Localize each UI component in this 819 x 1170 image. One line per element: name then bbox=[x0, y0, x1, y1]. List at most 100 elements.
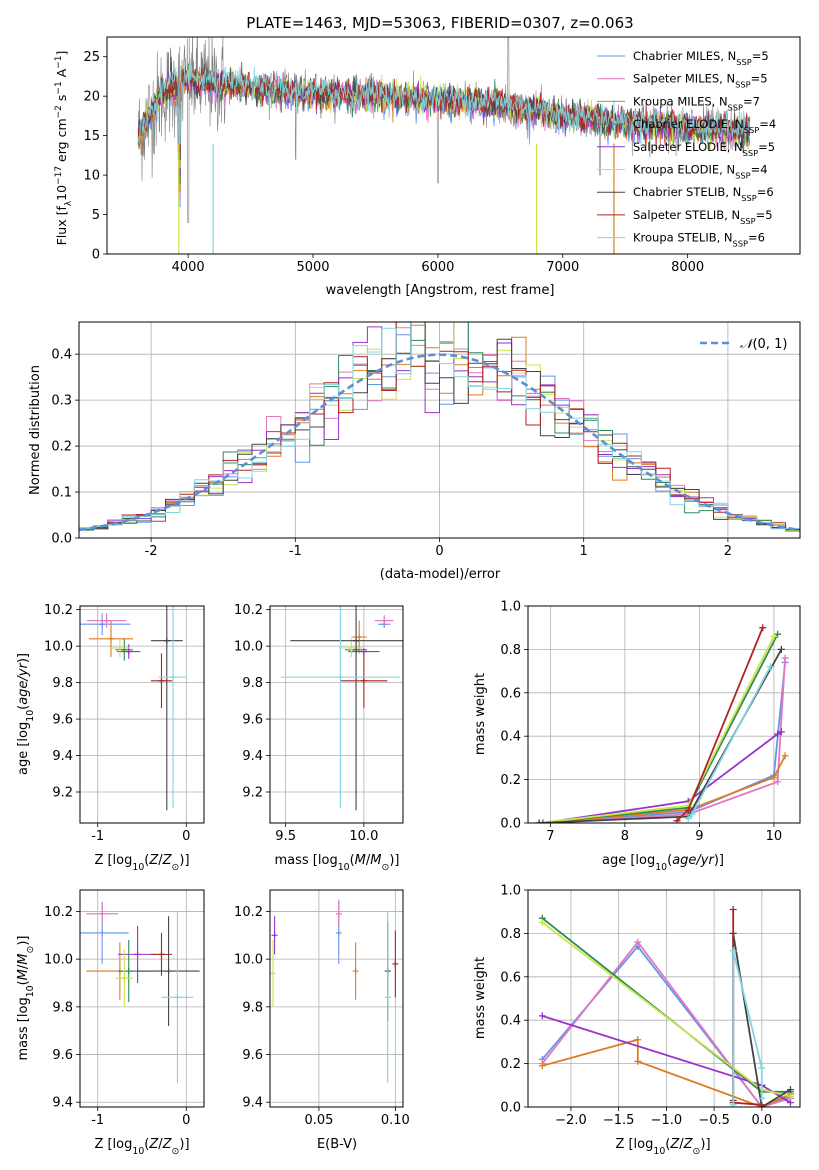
legend-label: Chabrier STELIB, NSSP=6 bbox=[633, 185, 774, 203]
y-tick-label: 10.0 bbox=[44, 953, 73, 968]
mass-weight-line bbox=[541, 940, 791, 1107]
y-tick-label: 0.0 bbox=[51, 532, 72, 547]
x-tick-label: −1.0 bbox=[651, 1113, 683, 1128]
data-point-marker bbox=[758, 1094, 766, 1102]
y-tick-label: 10.2 bbox=[44, 905, 73, 920]
data-point-marker bbox=[729, 947, 737, 955]
axes-frame bbox=[527, 889, 801, 1108]
x-tick-label: 0 bbox=[182, 829, 190, 844]
legend-label: Salpeter ELODIE, NSSP=5 bbox=[633, 140, 775, 158]
model-spectrum-line bbox=[137, 65, 751, 168]
y-tick-label: 9.6 bbox=[52, 713, 73, 728]
x-tick-label: 2 bbox=[724, 544, 732, 559]
axes-frame bbox=[79, 605, 205, 824]
massweight-vs-age-ylabel: mass weight bbox=[473, 673, 488, 755]
x-tick-label: 0 bbox=[435, 544, 443, 559]
y-tick-label: 9.8 bbox=[52, 1000, 73, 1015]
residual-histogram bbox=[79, 322, 800, 530]
legend-label: Salpeter STELIB, NSSP=5 bbox=[633, 208, 773, 226]
massweight-vs-Z-panel: −2.0 −1.5 −1.0 −0.5 0.0 0.0 0.2 0.4 0.6 0.8 1.0 bbox=[500, 884, 801, 1128]
data-point-marker bbox=[786, 1092, 794, 1100]
data-point-marker bbox=[392, 960, 399, 967]
data-point-marker bbox=[786, 1086, 794, 1094]
data-point-marker bbox=[758, 1101, 766, 1107]
y-tick-label: 10 bbox=[83, 169, 100, 184]
legend-label: Salpeter MILES, NSSP=5 bbox=[633, 72, 768, 90]
y-tick-label: 10.2 bbox=[234, 905, 263, 920]
data-point-marker bbox=[121, 975, 128, 982]
normal-reference-curve bbox=[79, 353, 800, 532]
y-tick-label: 9.2 bbox=[242, 786, 263, 801]
y-tick-label: 0 bbox=[92, 248, 100, 263]
y-tick-label: 0.3 bbox=[51, 394, 72, 409]
axes-frame bbox=[269, 889, 404, 1108]
x-tick-label: 1 bbox=[580, 544, 588, 559]
x-tick-label: 7 bbox=[546, 829, 554, 844]
x-tick-label: -1 bbox=[289, 544, 302, 559]
y-tick-label: 9.4 bbox=[242, 1096, 263, 1111]
y-tick-label: 9.6 bbox=[242, 713, 263, 728]
massweight-vs-Z-ylabel: mass weight bbox=[473, 957, 488, 1039]
x-tick-label: −2.0 bbox=[555, 1113, 587, 1128]
y-tick-label: 0.2 bbox=[500, 773, 521, 788]
legend-label: Chabrier MILES, NSSP=5 bbox=[633, 49, 769, 67]
y-tick-label: 9.4 bbox=[52, 749, 73, 764]
x-tick-label: 6000 bbox=[421, 260, 454, 275]
data-point-marker bbox=[103, 617, 110, 624]
data-point-marker bbox=[352, 968, 359, 975]
y-tick-label: 10.2 bbox=[44, 603, 73, 618]
residuals-xlabel: (data-model)/error bbox=[380, 567, 501, 582]
age-vs-mass-xlabel: mass [log10(M/M⊙)] bbox=[275, 853, 400, 873]
age-vs-Z-panel: -1 0 9.2 9.4 9.6 9.8 10.0 10.2 bbox=[44, 603, 205, 844]
data-point-marker bbox=[538, 1012, 546, 1020]
x-tick-label: -1 bbox=[91, 829, 104, 844]
spectrum-title: PLATE=1463, MJD=53063, FIBERID=0307, z=0… bbox=[246, 14, 633, 32]
y-tick-label: 9.2 bbox=[52, 786, 73, 801]
x-tick-label: 5000 bbox=[296, 260, 329, 275]
y-tick-label: 20 bbox=[83, 90, 100, 105]
legend-label: Kroupa ELODIE, NSSP=4 bbox=[633, 163, 768, 181]
y-tick-label: 10.0 bbox=[234, 953, 263, 968]
data-point-marker bbox=[781, 752, 789, 760]
data-point-marker bbox=[353, 637, 360, 644]
mass-weight-line bbox=[542, 658, 786, 823]
data-point-marker bbox=[634, 1057, 642, 1065]
data-point-marker bbox=[125, 968, 132, 975]
data-point-marker bbox=[116, 644, 123, 651]
data-point-marker bbox=[384, 994, 391, 1001]
y-tick-label: 9.8 bbox=[242, 1000, 263, 1015]
data-point-marker bbox=[786, 1099, 794, 1107]
data-point-marker bbox=[777, 728, 785, 736]
data-point-marker bbox=[729, 1101, 737, 1107]
axes-frame bbox=[527, 605, 801, 824]
mass-weight-line bbox=[539, 755, 786, 823]
age-vs-mass-panel: 9.5 10.0 9.2 9.4 9.6 9.8 10.0 10.2 bbox=[234, 603, 404, 844]
data-point-marker bbox=[134, 951, 141, 958]
residual-histogram bbox=[79, 322, 800, 531]
x-tick-label: 7000 bbox=[546, 260, 579, 275]
data-point-marker bbox=[170, 674, 176, 681]
legend-label: Kroupa MILES, NSSP=7 bbox=[633, 94, 760, 112]
y-tick-label: 0.4 bbox=[500, 730, 521, 745]
data-point-marker bbox=[99, 929, 106, 936]
y-tick-label: 0.1 bbox=[51, 486, 72, 501]
x-tick-label: −1.5 bbox=[603, 1113, 635, 1128]
y-tick-label: 9.8 bbox=[52, 676, 73, 691]
x-tick-label: 10 bbox=[766, 829, 783, 844]
data-point-marker bbox=[634, 1036, 642, 1044]
data-point-marker bbox=[688, 810, 696, 818]
y-tick-label: 1.0 bbox=[500, 884, 521, 899]
age-vs-Z-ylabel: age [log10(age/yr)] bbox=[16, 653, 36, 775]
y-tick-label: 0.8 bbox=[500, 643, 521, 658]
spectrum-xlabel: wavelength [Angstrom, rest frame] bbox=[326, 283, 555, 298]
y-tick-label: 0.8 bbox=[500, 927, 521, 942]
data-point-marker bbox=[538, 1062, 546, 1070]
data-point-marker bbox=[271, 932, 278, 939]
data-point-marker bbox=[729, 906, 737, 914]
x-tick-label: 9.5 bbox=[275, 829, 296, 844]
data-point-marker bbox=[634, 938, 642, 946]
residuals-panel: -2 -1 0 1 2 0.0 0.1 0.2 0.3 0.4 bbox=[51, 321, 801, 559]
y-tick-label: 0.4 bbox=[51, 348, 72, 363]
plot-area bbox=[535, 624, 789, 823]
